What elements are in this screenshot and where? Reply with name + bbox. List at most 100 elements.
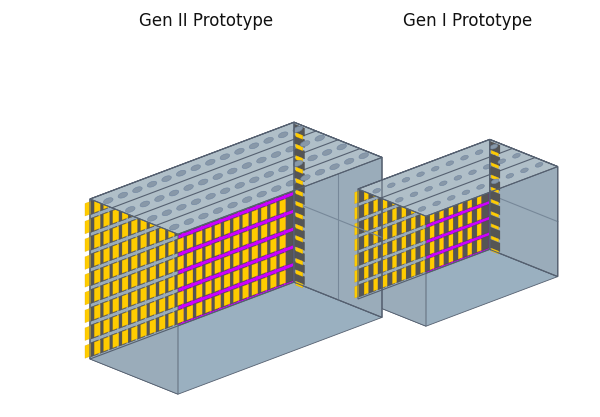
Polygon shape [156,173,163,190]
Polygon shape [146,194,154,211]
Ellipse shape [147,181,157,187]
Polygon shape [355,222,359,235]
Polygon shape [296,144,303,151]
Polygon shape [453,168,461,183]
Polygon shape [175,291,182,308]
Polygon shape [94,251,100,266]
Polygon shape [296,247,303,254]
Polygon shape [196,284,202,299]
Ellipse shape [286,146,295,152]
Polygon shape [425,257,433,272]
Polygon shape [119,294,126,311]
Polygon shape [402,173,406,186]
Polygon shape [490,215,500,227]
Ellipse shape [213,173,223,179]
Polygon shape [415,166,423,181]
Polygon shape [175,166,182,183]
Polygon shape [85,201,91,216]
Polygon shape [271,220,277,235]
Polygon shape [434,206,442,221]
Polygon shape [477,192,481,205]
Ellipse shape [206,159,215,165]
Polygon shape [425,210,433,225]
Polygon shape [239,213,247,230]
Ellipse shape [373,188,380,193]
Polygon shape [294,181,305,193]
Polygon shape [280,252,286,267]
Ellipse shape [431,166,439,171]
Polygon shape [196,248,202,263]
Polygon shape [119,329,126,347]
Polygon shape [206,209,211,224]
Polygon shape [184,269,191,286]
Polygon shape [193,159,200,176]
Polygon shape [392,224,397,237]
Polygon shape [239,266,247,283]
Polygon shape [91,269,98,286]
Polygon shape [359,281,367,297]
Polygon shape [91,198,98,215]
Polygon shape [286,196,293,212]
Ellipse shape [235,148,244,154]
Polygon shape [364,281,368,294]
Polygon shape [296,259,303,265]
Polygon shape [165,294,173,311]
Polygon shape [271,167,277,182]
Polygon shape [224,220,230,235]
Ellipse shape [454,176,461,180]
Polygon shape [140,287,146,302]
Polygon shape [355,285,359,298]
Polygon shape [85,219,91,234]
Polygon shape [193,248,200,265]
Polygon shape [491,175,499,181]
Polygon shape [439,222,443,235]
Ellipse shape [301,141,310,146]
Polygon shape [242,142,248,157]
Polygon shape [467,196,472,208]
Polygon shape [397,220,404,236]
Polygon shape [94,286,100,301]
Polygon shape [425,241,433,256]
Polygon shape [491,199,499,205]
Polygon shape [392,271,397,284]
Polygon shape [140,269,146,284]
Ellipse shape [184,185,193,191]
Polygon shape [467,243,472,256]
Polygon shape [90,122,294,359]
Polygon shape [286,160,293,177]
Polygon shape [411,169,415,183]
Polygon shape [402,204,406,218]
Ellipse shape [155,196,164,201]
Polygon shape [458,199,463,212]
Polygon shape [104,194,109,209]
Polygon shape [230,163,238,180]
Polygon shape [206,298,211,313]
Polygon shape [261,135,267,150]
Polygon shape [128,290,136,307]
Ellipse shape [199,213,208,219]
Polygon shape [261,224,267,239]
Polygon shape [146,248,154,265]
Polygon shape [175,202,182,219]
Ellipse shape [264,171,274,177]
Polygon shape [146,301,154,318]
Polygon shape [374,215,378,228]
Polygon shape [453,183,461,199]
Polygon shape [463,180,470,195]
Ellipse shape [315,169,325,175]
Polygon shape [368,231,376,246]
Polygon shape [169,223,175,238]
Ellipse shape [176,170,186,176]
Ellipse shape [278,166,288,172]
Polygon shape [131,326,137,341]
Polygon shape [355,206,359,220]
Ellipse shape [359,153,368,159]
Polygon shape [187,181,193,196]
Polygon shape [150,284,156,298]
Polygon shape [374,199,378,213]
Polygon shape [425,226,433,241]
Ellipse shape [213,208,223,214]
Ellipse shape [535,163,543,167]
Polygon shape [100,230,107,247]
Polygon shape [472,239,479,254]
